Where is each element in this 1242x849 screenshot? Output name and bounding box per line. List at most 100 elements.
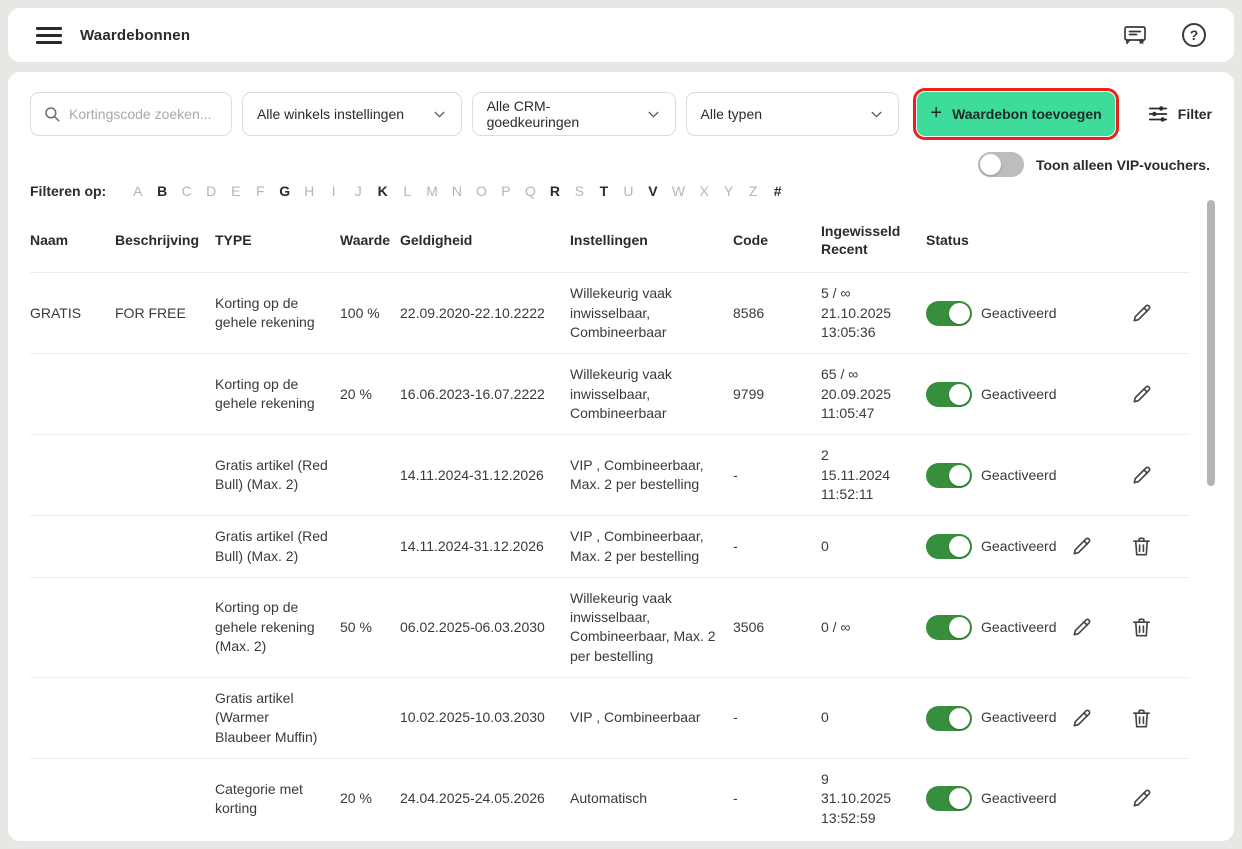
col-instellingen: Instellingen — [570, 232, 648, 249]
letter-filter-hash[interactable]: # — [773, 183, 782, 199]
add-voucher-button-label: Waardebon toevoegen — [952, 106, 1102, 122]
edit-icon[interactable] — [1130, 464, 1153, 487]
col-waarde: Waarde — [340, 232, 391, 249]
cell-status: Geactiveerd — [926, 577, 1070, 677]
status-toggle[interactable] — [926, 534, 972, 559]
toggle-knob — [979, 154, 1001, 175]
cell-code: 8586 — [733, 304, 765, 321]
letter-filter-c[interactable]: C — [181, 183, 192, 199]
letter-filter-x[interactable]: X — [699, 183, 709, 199]
delete-icon[interactable] — [1130, 616, 1153, 639]
help-icon[interactable]: ? — [1182, 23, 1206, 47]
cell-instellingen: VIP , Combineerbaar, Max. 2 per bestelli… — [570, 528, 704, 564]
letter-filter-y[interactable]: Y — [723, 183, 734, 199]
plus-icon: + — [930, 102, 943, 124]
status-toggle[interactable] — [926, 300, 972, 326]
filter-button[interactable]: Filter — [1147, 103, 1212, 125]
edit-icon[interactable] — [1130, 383, 1153, 406]
table-row: Gratis artikel (Warmer Blaubeer Muffin) … — [30, 677, 1190, 759]
edit-icon[interactable] — [1130, 787, 1153, 810]
delete-icon[interactable] — [1130, 535, 1153, 558]
delete-icon[interactable] — [1130, 707, 1153, 730]
content-card: Alle winkels instellingen Alle CRM-goedk… — [8, 72, 1234, 841]
letter-filter-h[interactable]: H — [304, 183, 315, 199]
letter-filter-s[interactable]: S — [574, 183, 585, 199]
help-glyph: ? — [1189, 27, 1199, 43]
table-row: GRATIS FOR FREE Korting op de gehele rek… — [30, 272, 1190, 354]
edit-icon[interactable] — [1070, 616, 1093, 639]
letter-filter-r[interactable]: R — [549, 183, 560, 199]
chevron-down-icon — [646, 107, 661, 122]
cell-status: Geactiveerd — [926, 354, 1070, 435]
cell-code: 9799 — [733, 385, 765, 402]
letter-filter-l[interactable]: L — [403, 183, 412, 199]
feedback-icon[interactable] — [1122, 22, 1148, 48]
edit-icon[interactable] — [1070, 535, 1093, 558]
letter-filter-g[interactable]: G — [279, 183, 291, 199]
cell-code: - — [733, 537, 738, 554]
store-settings-dropdown-value: Alle winkels instellingen — [256, 106, 405, 122]
letter-filter-k[interactable]: K — [377, 183, 388, 199]
letter-filter-i[interactable]: I — [331, 183, 336, 199]
status-toggle[interactable] — [926, 614, 972, 640]
table-row: Gratis artikel (Red Bull) (Max. 2) 14.11… — [30, 434, 1190, 516]
menu-icon[interactable] — [36, 26, 62, 44]
cell-ingewisseld: 65 / ∞ 20.09.2025 11:05:47 — [821, 366, 892, 421]
letter-filter-z[interactable]: Z — [748, 183, 758, 199]
letter-filter-u[interactable]: U — [623, 183, 634, 199]
letter-filter-t[interactable]: T — [599, 183, 609, 199]
letter-filter-q[interactable]: Q — [524, 183, 536, 199]
voucher-table: Naam Beschrijving TYPE Waarde Geldigheid… — [30, 212, 1190, 839]
table-row: Categorie met korting 20 % 24.04.2025-24… — [30, 758, 1190, 839]
letter-filter-e[interactable]: E — [231, 183, 241, 199]
search-input[interactable] — [69, 106, 219, 122]
types-dropdown[interactable]: Alle typen — [685, 92, 900, 136]
status-toggle[interactable] — [926, 381, 972, 407]
cell-type: Korting op de gehele rekening — [215, 375, 315, 412]
vip-toggle[interactable] — [977, 152, 1024, 177]
cell-geldigheid: 06.02.2025-06.03.2030 — [400, 618, 545, 635]
letter-filter-j[interactable]: J — [354, 183, 362, 199]
filter-button-label: Filter — [1177, 106, 1212, 122]
chevron-down-icon — [869, 107, 884, 122]
vertical-scrollbar[interactable] — [1207, 200, 1215, 486]
cell-code: - — [733, 466, 738, 483]
col-type: TYPE — [215, 232, 252, 249]
toggle-knob — [949, 788, 970, 810]
edit-icon[interactable] — [1130, 302, 1153, 325]
cell-instellingen: Willekeurig vaak inwisselbaar, Combineer… — [570, 589, 716, 664]
letter-filter-o[interactable]: O — [475, 183, 487, 199]
cell-geldigheid: 16.06.2023-16.07.2222 — [400, 385, 545, 402]
vip-filter-row: Toon alleen VIP-vouchers. — [977, 152, 1210, 177]
table-row: Korting op de gehele rekening 20 % 16.06… — [30, 353, 1190, 435]
status-toggle[interactable] — [926, 705, 972, 731]
add-voucher-button[interactable]: + Waardebon toevoegen — [913, 88, 1119, 140]
cell-beschrijving — [115, 516, 215, 578]
cell-type: Gratis artikel (Red Bull) (Max. 2) — [215, 528, 328, 564]
cell-beschrijving — [115, 577, 215, 677]
cell-code: - — [733, 709, 738, 726]
toggle-knob — [949, 302, 970, 324]
letter-filter-w[interactable]: W — [671, 183, 686, 199]
status-toggle[interactable] — [926, 462, 972, 488]
letter-filter-d[interactable]: D — [206, 183, 217, 199]
cell-geldigheid: 14.11.2024-31.12.2026 — [400, 537, 544, 554]
types-dropdown-value: Alle typen — [700, 106, 763, 122]
letter-filter-b[interactable]: B — [157, 183, 168, 199]
letter-filter-n[interactable]: N — [451, 183, 462, 199]
status-toggle[interactable] — [926, 786, 972, 812]
letter-filter-a[interactable]: A — [133, 183, 143, 199]
letter-filter-v[interactable]: V — [648, 183, 658, 199]
letter-filter-p[interactable]: P — [501, 183, 511, 199]
edit-icon[interactable] — [1070, 707, 1093, 730]
cell-naam: GRATIS — [30, 304, 82, 321]
store-settings-dropdown[interactable]: Alle winkels instellingen — [241, 92, 462, 136]
cell-geldigheid: 14.11.2024-31.12.2026 — [400, 466, 544, 483]
letter-filter-f[interactable]: F — [255, 183, 265, 199]
cell-instellingen: Willekeurig vaak inwisselbaar, Combineer… — [570, 366, 672, 421]
letter-filter-m[interactable]: M — [426, 183, 438, 199]
cell-ingewisseld: 0 / ∞ — [821, 618, 851, 635]
crm-approvals-dropdown[interactable]: Alle CRM-goedkeuringen — [471, 92, 676, 136]
col-status: Status — [926, 232, 969, 249]
table-header-row: Naam Beschrijving TYPE Waarde Geldigheid… — [30, 212, 1190, 273]
